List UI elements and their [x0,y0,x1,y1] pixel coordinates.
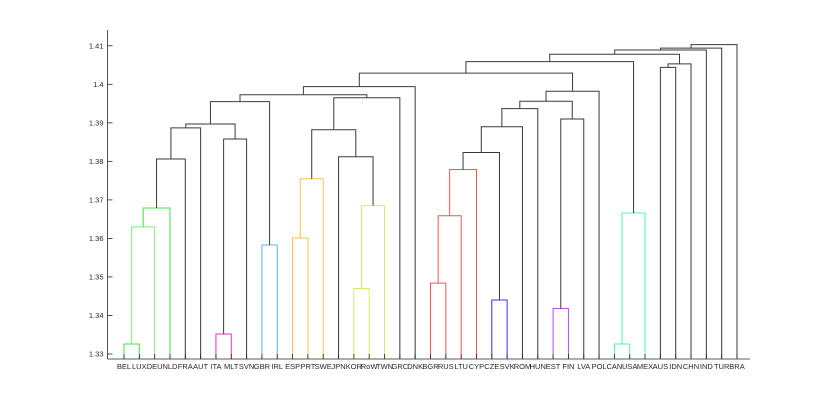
dendrogram-link [185,123,236,140]
leaf-label: ITA [210,362,221,371]
dendrogram-link [338,156,374,359]
y-tick-label: 1.39 [89,118,104,127]
dendrogram-link [659,47,723,359]
leaf-label: JPN [331,362,345,371]
axes: 1.33 1.34 1.35 1.36 1.37 1.38 1.39 1.4 1.41 BEL LU… [89,30,750,371]
dendrogram-link [465,61,635,213]
leaf-label: SVN [239,362,254,371]
leaf-label: HUN [530,362,546,371]
leaf-label: MEX [637,362,653,371]
dendrogram-link [449,168,477,359]
leaf-label: EST [546,362,561,371]
dendrogram-link [131,226,156,359]
leaf-label: NLD [162,362,178,371]
dendrogram-link [437,215,462,359]
dendrogram-link [519,100,573,119]
leaf-label: IDN [669,362,682,371]
leaf-label: CAN [606,362,622,371]
y-tick-label: 1.38 [89,157,104,166]
dendrogram-link [613,343,631,359]
leaf-label: KOR [346,362,363,371]
dendrogram-link [358,72,574,92]
leaf-label: FIN [562,362,574,371]
leaf-label: GRC [392,362,409,371]
y-tick-label: 1.37 [89,195,104,204]
dendrogram-link [209,101,271,245]
leaf-label: SVK [500,362,515,371]
leaf-label: RoW [361,362,379,371]
leaf-label: AUT [193,362,208,371]
dendrogram-link [333,97,401,359]
dendrogram-link [215,333,232,359]
leaf-label: BEL [117,362,131,371]
leaf-label: TUR [714,362,730,371]
leaf-label: TWN [376,362,393,371]
leaf-label: PRT [300,362,315,371]
dendrogram-link [430,282,447,359]
leaf-label: USA [622,362,637,371]
leaf-label: CHN [683,362,699,371]
dendrogram-link [123,343,140,359]
dendrogram-link [299,178,324,359]
dendrogram-link [659,66,677,359]
y-tick-label: 1.41 [89,41,104,50]
dendrogram-link [549,53,681,64]
leaf-label: SWE [315,362,332,371]
leaf-label: BGR [422,362,439,371]
leaf-label: POL [592,362,607,371]
dendrogram-link [156,158,186,359]
leaf-label: MLT [224,362,239,371]
dendrogram-link [491,299,508,359]
dendrogram-link [302,86,416,359]
dendrogram-link [223,138,248,359]
leaf-label: AUS [653,362,668,371]
dendrogram-links [123,44,738,359]
dendrogram-link [361,205,386,359]
dendrogram-link [560,118,585,359]
y-tick-label: 1.36 [89,234,104,243]
dendrogram-link [311,129,357,179]
leaf-label: CZE [484,362,499,371]
dendrogram-link [614,49,707,359]
leaf-label: GBR [254,362,271,371]
dendrogram-link [480,126,523,359]
leaf-label: RUS [438,362,454,371]
y-tick-label: 1.34 [89,311,104,320]
dendrogram-link [292,237,309,359]
leaf-label: LVA [577,362,590,371]
leaf-label: ESP [285,362,300,371]
leaf-label: IRL [271,362,283,371]
leaf-label: DNK [407,362,423,371]
dendrogram-link [261,244,278,359]
dendrogram-link [667,63,692,359]
leaf-label: ROM [514,362,532,371]
leaf-label: CYP [469,362,484,371]
dendrogram-link [353,288,370,359]
y-tick-label: 1.33 [89,349,104,358]
dendrogram-link [621,212,646,359]
leaf-label: LUX [132,362,147,371]
y-tick-label: 1.35 [89,272,104,281]
leaf-label: LTU [454,362,468,371]
dendrogram-link [690,44,738,359]
dendrogram-link [552,308,569,359]
dendrogram-link [142,207,171,359]
leaf-label: FRA [178,362,193,371]
leaf-label: BRA [729,362,744,371]
dendrogram-link [462,152,500,301]
y-tick-label: 1.4 [93,80,103,89]
leaf-label: DEU [147,362,163,371]
leaf-label: IND [700,362,714,371]
dendrogram-link [545,90,600,359]
